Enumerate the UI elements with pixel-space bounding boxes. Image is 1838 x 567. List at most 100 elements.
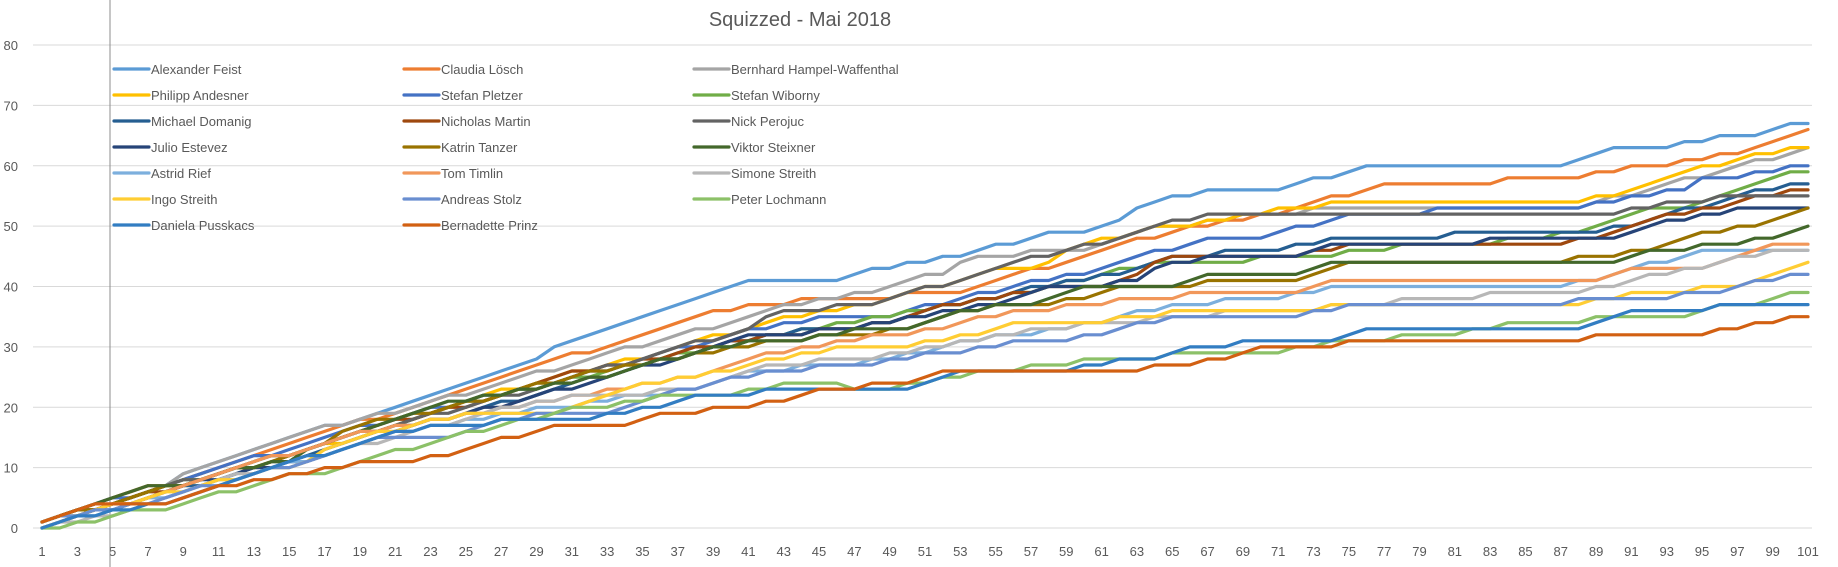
legend-label: Bernhard Hampel-Waffenthal [731, 62, 899, 77]
x-tick-label: 3 [74, 544, 81, 559]
series-line-viktor-steixner[interactable] [40, 224, 1810, 524]
legend-label: Michael Domanig [151, 114, 251, 129]
chart-title: Squizzed - Mai 2018 [709, 9, 891, 31]
legend-item-bernhard-hampel-waffenthal[interactable]: Bernhard Hampel-Waffenthal [692, 62, 899, 77]
legend-label: Stefan Pletzer [441, 88, 523, 103]
x-tick-label: 99 [1765, 544, 1779, 559]
y-axis-ticks: 0 10 20 30 40 50 60 70 80 [4, 38, 18, 536]
x-tick-label: 93 [1659, 544, 1673, 559]
legend-label: Astrid Rief [151, 166, 211, 181]
series-line-daniela-pusskacs[interactable] [40, 303, 1810, 530]
legend-label: Philipp Andesner [151, 88, 249, 103]
x-tick-label: 87 [1554, 544, 1568, 559]
y-tick-label: 50 [4, 219, 18, 234]
legend-label: Nick Perojuc [731, 114, 804, 129]
legend-label: Claudia Lösch [441, 62, 523, 77]
x-tick-label: 11 [212, 544, 226, 559]
legend-item-claudia-losch[interactable]: Claudia Lösch [402, 62, 523, 77]
legend-label: Julio Estevez [151, 140, 228, 155]
series-line-tom-timlin[interactable] [40, 242, 1810, 530]
legend-item-bernadette-prinz[interactable]: Bernadette Prinz [402, 218, 538, 233]
x-tick-label: 53 [953, 544, 967, 559]
y-tick-label: 40 [4, 280, 18, 295]
x-tick-label: 75 [1342, 544, 1356, 559]
x-tick-label: 71 [1271, 544, 1285, 559]
x-tick-label: 5 [109, 544, 116, 559]
legend-label: Katrin Tanzer [441, 140, 518, 155]
x-tick-label: 25 [459, 544, 473, 559]
x-tick-label: 9 [180, 544, 187, 559]
legend-item-peter-lochmann[interactable]: Peter Lochmann [692, 192, 826, 207]
legend-item-philipp-andesner[interactable]: Philipp Andesner [112, 88, 249, 103]
legend-item-astrid-rief[interactable]: Astrid Rief [112, 166, 211, 181]
legend-item-nick-perojuc[interactable]: Nick Perojuc [692, 114, 804, 129]
x-tick-label: 83 [1483, 544, 1497, 559]
x-tick-label: 69 [1236, 544, 1250, 559]
series-line-stefan-pletzer[interactable] [40, 164, 1810, 524]
legend-item-julio-estevez[interactable]: Julio Estevez [112, 140, 228, 155]
x-tick-label: 101 [1797, 544, 1819, 559]
x-tick-label: 29 [529, 544, 543, 559]
legend-item-viktor-steixner[interactable]: Viktor Steixner [692, 140, 816, 155]
x-tick-label: 97 [1730, 544, 1744, 559]
legend: Alexander Feist Claudia Lösch Bernhard Ham… [112, 62, 899, 233]
series-line-bernadette-prinz[interactable] [40, 315, 1810, 524]
x-tick-label: 21 [388, 544, 402, 559]
x-tick-label: 33 [600, 544, 614, 559]
x-tick-label: 65 [1165, 544, 1179, 559]
x-tick-label: 73 [1306, 544, 1320, 559]
series-line-michael-domanig[interactable] [40, 182, 1810, 530]
legend-label: Andreas Stolz [441, 192, 522, 207]
series-line-julio-estevez[interactable] [40, 206, 1810, 530]
legend-label: Peter Lochmann [731, 192, 826, 207]
y-tick-label: 30 [4, 340, 18, 355]
y-tick-label: 0 [11, 521, 18, 536]
x-tick-label: 61 [1094, 544, 1108, 559]
x-tick-label: 47 [847, 544, 861, 559]
x-tick-label: 57 [1024, 544, 1038, 559]
legend-label: Daniela Pusskacs [151, 218, 255, 233]
legend-item-daniela-pusskacs[interactable]: Daniela Pusskacs [112, 218, 255, 233]
y-tick-label: 20 [4, 400, 18, 415]
x-tick-label: 77 [1377, 544, 1391, 559]
series-line-ingo-streith[interactable] [40, 260, 1810, 524]
x-tick-label: 37 [671, 544, 685, 559]
legend-item-katrin-tanzer[interactable]: Katrin Tanzer [402, 140, 518, 155]
legend-item-nicholas-martin[interactable]: Nicholas Martin [402, 114, 531, 129]
legend-item-stefan-wiborny[interactable]: Stefan Wiborny [692, 88, 820, 103]
series-lines [40, 121, 1810, 530]
x-tick-label: 7 [144, 544, 151, 559]
x-tick-label: 95 [1695, 544, 1709, 559]
legend-label: Simone Streith [731, 166, 816, 181]
legend-item-alexander-feist[interactable]: Alexander Feist [112, 62, 242, 77]
legend-label: Nicholas Martin [441, 114, 531, 129]
x-tick-label: 89 [1589, 544, 1603, 559]
legend-label: Viktor Steixner [731, 140, 816, 155]
x-tick-label: 79 [1412, 544, 1426, 559]
x-tick-label: 13 [247, 544, 261, 559]
x-tick-label: 91 [1624, 544, 1638, 559]
x-tick-label: 35 [635, 544, 649, 559]
legend-item-tom-timlin[interactable]: Tom Timlin [402, 166, 503, 181]
x-tick-label: 19 [353, 544, 367, 559]
x-tick-label: 39 [706, 544, 720, 559]
series-line-bernhard-hampel-waffenthal[interactable] [40, 146, 1810, 530]
legend-label: Alexander Feist [151, 62, 242, 77]
legend-label: Ingo Streith [151, 192, 218, 207]
x-tick-label: 81 [1448, 544, 1462, 559]
legend-item-stefan-pletzer[interactable]: Stefan Pletzer [402, 88, 523, 103]
x-tick-label: 49 [882, 544, 896, 559]
legend-item-simone-streith[interactable]: Simone Streith [692, 166, 816, 181]
x-tick-label: 51 [918, 544, 932, 559]
x-tick-label: 27 [494, 544, 508, 559]
series-line-philipp-andesner[interactable] [40, 146, 1810, 524]
legend-label: Tom Timlin [441, 166, 503, 181]
series-line-claudia-losch[interactable] [40, 127, 1810, 524]
legend-item-ingo-streith[interactable]: Ingo Streith [112, 192, 218, 207]
legend-item-michael-domanig[interactable]: Michael Domanig [112, 114, 251, 129]
x-tick-label: 85 [1518, 544, 1532, 559]
legend-item-andreas-stolz[interactable]: Andreas Stolz [402, 192, 522, 207]
x-tick-label: 43 [776, 544, 790, 559]
x-tick-label: 55 [988, 544, 1002, 559]
